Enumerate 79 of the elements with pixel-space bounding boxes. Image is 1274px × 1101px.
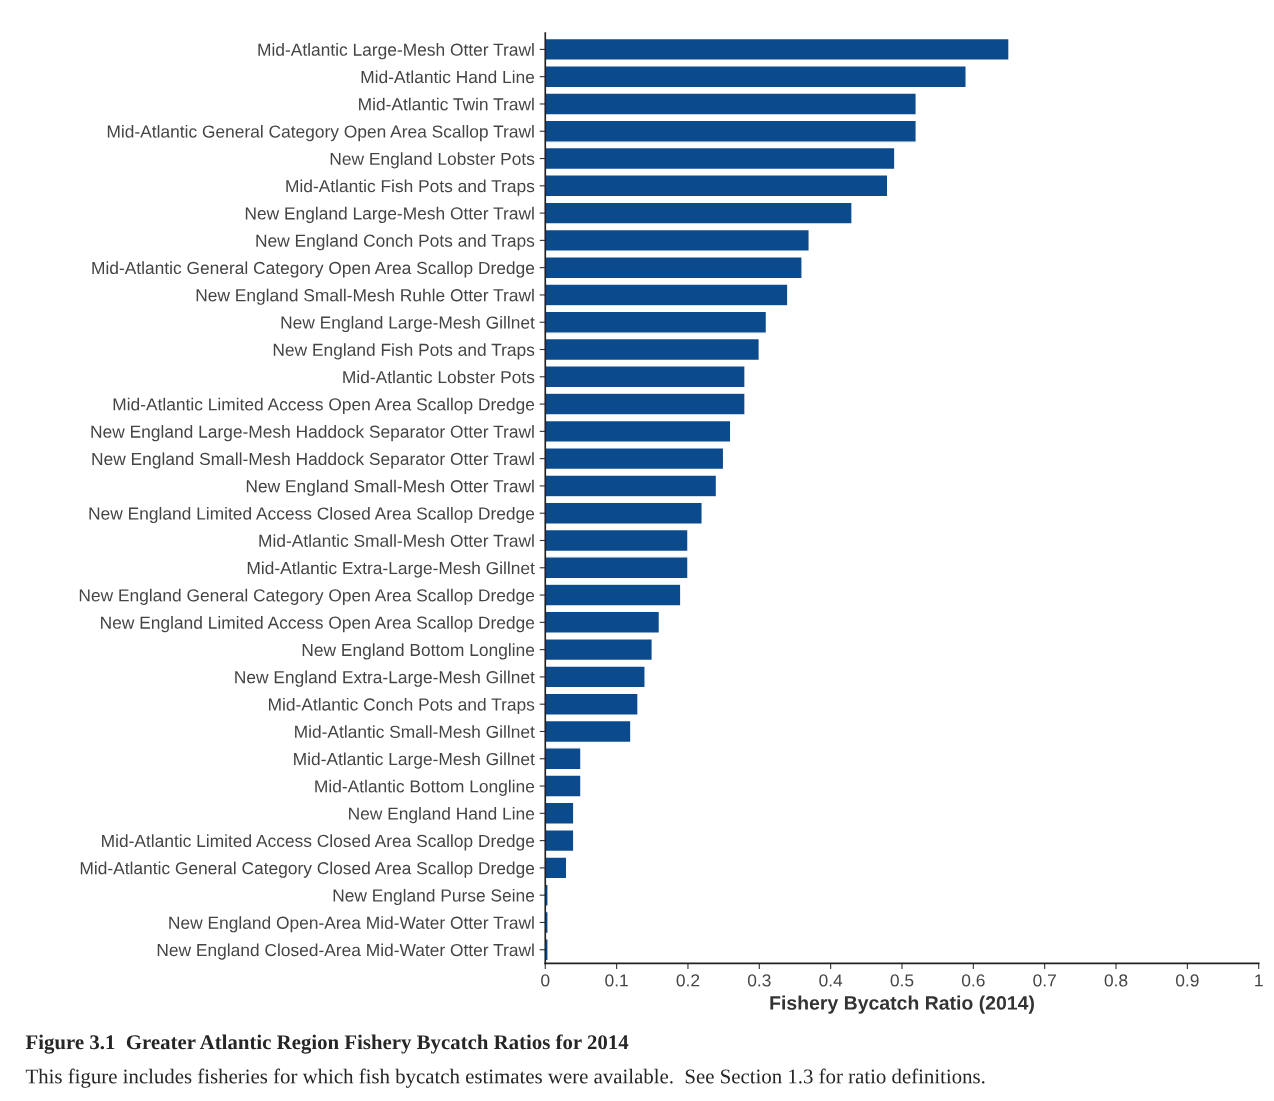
bar (545, 337, 760, 362)
y-tick-label: New England Limited Access Open Area Scallop Dredge (101, 616, 535, 633)
y-tick-label: Mid-Atlantic Small-Mesh Otter Trawl (259, 534, 534, 547)
bar (545, 365, 746, 389)
bar (545, 583, 682, 607)
bar (545, 747, 582, 771)
y-tick-label: New England General Category Open Area Scallop Dredge (79, 588, 535, 605)
y-tick-label: New England Small-Mesh Otter Trawl (246, 479, 534, 496)
y-tick-label: Mid-Atlantic Large-Mesh Otter Trawl (258, 43, 534, 60)
y-tick-label: Mid-Atlantic Limited Access Closed Area Scallop Dredge (102, 834, 535, 851)
x-tick-label: 0.5 (890, 974, 914, 987)
y-tick-label: New England Fish Pots and Traps (273, 343, 535, 360)
y-tick-label: Mid-Atlantic Limited Access Open Area Scallop Dredge (113, 397, 535, 414)
y-tick-label: Mid-Atlantic Lobster Pots (343, 370, 535, 384)
bar (545, 501, 703, 525)
x-tick-label: 0.8 (1104, 974, 1128, 987)
y-tick-label: New England Large-Mesh Gillnet (281, 315, 535, 333)
bar (545, 719, 632, 744)
bar (545, 447, 725, 471)
bar (545, 474, 718, 498)
bar (545, 92, 917, 116)
y-tick-label: Mid-Atlantic General Category Open Area Scallop Dredge (92, 261, 535, 278)
x-tick-label: 0.3 (747, 974, 771, 987)
y-tick-label: Mid-Atlantic Small-Mesh Gillnet (295, 725, 535, 738)
x-tick-label: 0.1 (605, 974, 628, 987)
y-tick-label: New England Conch Pots and Traps (256, 234, 535, 251)
y-tick-label: Mid-Atlantic Conch Pots and Traps (269, 697, 535, 715)
y-tick-label: New England Large-Mesh Otter Trawl (245, 206, 534, 223)
x-tick-label: 0.9 (1175, 974, 1199, 987)
x-tick-label: 1 (1255, 974, 1263, 987)
x-tick-label: 0 (541, 974, 550, 987)
bar (545, 692, 639, 716)
y-tick-label: New England Limited Access Closed Area Scallop Dredge (89, 506, 535, 524)
x-tick-label: 0.2 (676, 974, 700, 987)
text: Figure 3.1 Greater Atlantic Region Fishery Bycatch Ratios for 2014 (25, 1034, 629, 1054)
y-tick-label: New England Open-Area Mid-Water Otter Trawl (169, 916, 534, 933)
y-tick-label: New England Bottom Longline (302, 643, 535, 660)
bar (545, 283, 789, 307)
bar (545, 392, 746, 416)
y-tick-label: New England Lobster Pots (330, 152, 535, 169)
bar (545, 856, 568, 880)
bar (545, 801, 575, 825)
y-tick-label: Mid-Atlantic Hand Line (361, 70, 535, 84)
bar (545, 556, 689, 580)
bar (545, 37, 1010, 62)
bar (545, 610, 661, 634)
y-tick-label: Mid-Atlantic General Category Closed Area Scallop Dredge (80, 861, 535, 878)
x-tick-label: 0.7 (1033, 974, 1056, 987)
bar (545, 228, 810, 252)
y-tick-label: New England Small-Mesh Ruhle Otter Trawl (196, 288, 534, 305)
x-tick-label: 0.6 (961, 974, 985, 987)
bar (545, 65, 967, 89)
bar (545, 419, 732, 443)
text: This figure includes fisheries for which fish bycatch estimates were available. See Section 1.3 for ratio definitions. (25, 1068, 985, 1088)
y-tick-label: New England Large-Mesh Haddock Separator Otter Trawl (91, 425, 534, 442)
y-tick-label: Mid-Atlantic Extra-Large-Mesh Gillnet (247, 561, 535, 578)
y-tick-label: New England Small-Mesh Haddock Separator Otter Trawl (92, 452, 534, 469)
bar (545, 528, 689, 553)
bar (545, 774, 582, 798)
y-tick-label: Mid-Atlantic General Category Open Area Scallop Trawl (107, 124, 534, 142)
x-axis-title: Fishery Bycatch Ratio (2014) (770, 995, 1034, 1014)
bar (545, 828, 575, 853)
y-tick-label: Mid-Atlantic Large-Mesh Gillnet (294, 752, 535, 769)
bar (545, 256, 803, 280)
y-tick-label: Mid-Atlantic Twin Trawl (359, 97, 534, 111)
bar (545, 310, 768, 334)
bar (545, 119, 917, 143)
bar (545, 201, 853, 225)
bar (545, 638, 653, 662)
y-tick-label: New England Extra-Large-Mesh Gillnet (235, 670, 535, 687)
bar (545, 146, 896, 171)
y-tick-label: Mid-Atlantic Fish Pots and Traps (286, 179, 535, 196)
y-tick-label: New England Purse Seine (333, 888, 535, 906)
x-tick-label: 0.4 (819, 974, 843, 987)
y-tick-label: Mid-Atlantic Bottom Longline (315, 779, 535, 796)
bar (545, 665, 646, 689)
y-tick-label: New England Hand Line (349, 807, 535, 824)
y-tick-label: New England Closed-Area Mid-Water Otter Trawl (157, 943, 534, 960)
bar (545, 174, 889, 198)
